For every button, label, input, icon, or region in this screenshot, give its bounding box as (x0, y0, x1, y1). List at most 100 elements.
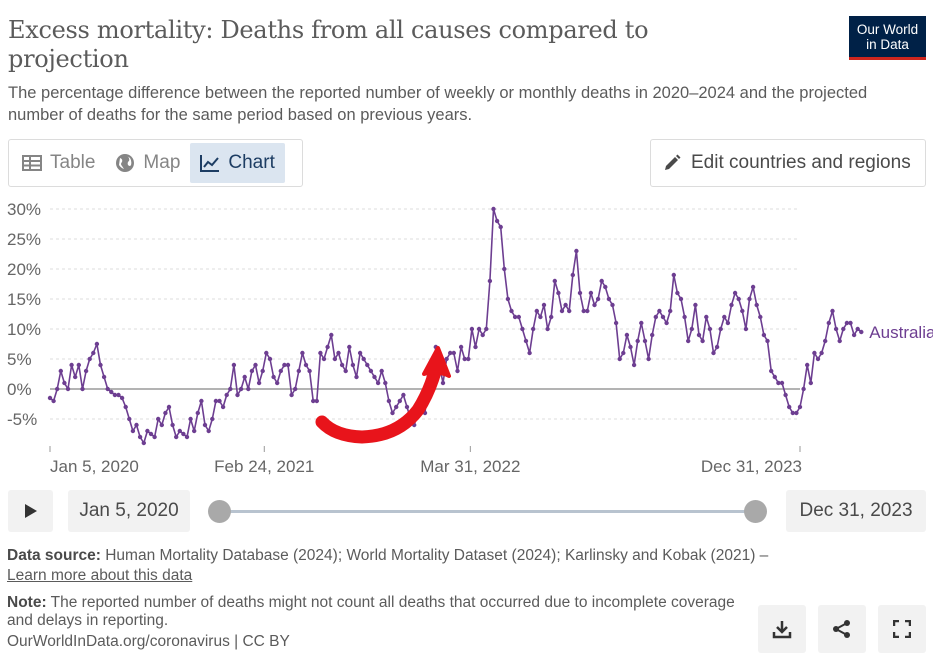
data-point (62, 380, 67, 386)
data-point (678, 296, 684, 302)
data-point (141, 440, 146, 446)
data-point (830, 308, 835, 314)
data-point (581, 308, 586, 314)
data-point (156, 416, 161, 422)
data-point (848, 320, 853, 326)
timeline-start-handle[interactable] (208, 500, 231, 523)
data-point (390, 410, 395, 416)
data-point (740, 308, 745, 314)
tab-table[interactable]: Table (12, 143, 105, 183)
data-point (628, 344, 633, 350)
source-url[interactable]: OurWorldInData.org/coronavirus | CC BY (7, 633, 290, 650)
data-point (249, 368, 255, 374)
data-point (671, 272, 676, 278)
timeline-start-date[interactable]: Jan 5, 2020 (68, 490, 190, 532)
view-tabs: Table Map Chart (8, 139, 303, 187)
data-point (123, 404, 128, 410)
data-point (758, 314, 763, 320)
data-point (776, 380, 781, 386)
data-point (375, 380, 381, 386)
data-point (163, 410, 168, 416)
data-point (815, 356, 821, 362)
data-point (714, 344, 720, 350)
data-point (617, 356, 622, 362)
data-point (336, 350, 341, 356)
edit-countries-label: Edit countries and regions (691, 152, 911, 173)
logo-line-2: in Data (866, 37, 909, 52)
data-point (260, 368, 265, 374)
data-point (761, 332, 767, 338)
timeline-end-date[interactable]: Dec 31, 2023 (786, 490, 926, 532)
data-point (278, 368, 283, 374)
data-point (383, 380, 388, 386)
data-point (127, 416, 132, 422)
data-point (592, 302, 597, 308)
data-point (177, 428, 182, 434)
data-point (595, 296, 601, 302)
data-point (606, 296, 612, 302)
data-point (440, 380, 446, 386)
tab-chart[interactable]: Chart (190, 143, 285, 183)
data-point (696, 332, 702, 338)
data-point (101, 374, 107, 380)
data-point (700, 338, 705, 344)
data-point (556, 290, 561, 296)
data-point (83, 368, 89, 374)
tab-table-label: Table (50, 152, 96, 173)
data-point (833, 326, 839, 332)
data-point (303, 362, 309, 368)
data-point (538, 314, 543, 320)
data-point (808, 380, 813, 386)
data-point (397, 398, 402, 404)
play-icon (24, 504, 37, 518)
data-point (318, 350, 323, 356)
tab-map[interactable]: Map (105, 143, 190, 183)
data-point (494, 218, 500, 224)
data-point (242, 374, 247, 380)
tab-chart-label: Chart (228, 152, 275, 173)
data-point (711, 350, 716, 356)
data-point (119, 395, 125, 401)
data-point (794, 410, 799, 416)
data-point (732, 290, 738, 296)
download-button[interactable] (758, 605, 806, 653)
y-tick-label: 15% (7, 290, 41, 309)
timeline-end-handle[interactable] (744, 500, 767, 523)
play-button[interactable] (8, 490, 53, 532)
data-point (275, 380, 280, 386)
chart-title: Excess mortality: Deaths from all causes… (8, 16, 649, 73)
data-point (339, 362, 345, 368)
owid-logo[interactable]: Our World in Data (849, 16, 926, 60)
data-point (797, 404, 803, 410)
data-point (285, 362, 291, 368)
timeline-track[interactable] (220, 510, 756, 513)
data-point (365, 362, 370, 368)
data-point (772, 374, 777, 380)
data-point (567, 308, 572, 314)
data-point (520, 326, 525, 332)
share-button[interactable] (818, 605, 866, 653)
data-point (819, 350, 824, 356)
data-point (754, 302, 759, 308)
data-point (466, 356, 471, 362)
learn-more-link[interactable]: Learn more about this data (7, 567, 193, 584)
edit-countries-button[interactable]: Edit countries and regions (650, 139, 926, 187)
data-point (841, 326, 846, 332)
data-point (844, 320, 850, 326)
data-point (55, 386, 60, 392)
data-point (851, 332, 857, 338)
data-point (357, 350, 363, 356)
x-tick-label: Feb 24, 2021 (214, 457, 314, 476)
data-point (69, 362, 74, 368)
fullscreen-button[interactable] (878, 605, 926, 653)
share-icon (833, 620, 850, 638)
data-point (722, 314, 727, 320)
data-point (152, 434, 157, 440)
data-point (624, 332, 630, 338)
data-point (394, 404, 399, 410)
data-point (621, 350, 626, 356)
logo-line-1: Our World (856, 22, 919, 37)
data-point (826, 320, 831, 326)
annotation-arrow (315, 361, 443, 444)
data-point (552, 278, 557, 284)
